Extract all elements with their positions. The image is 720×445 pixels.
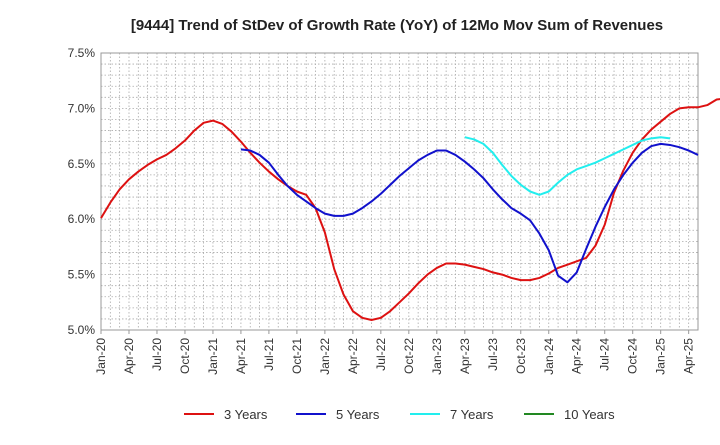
- series-line-7-years: [464, 136, 671, 196]
- x-tick-label: Jul-21: [262, 338, 276, 371]
- x-tick-label: Jan-24: [542, 338, 556, 375]
- x-tick-label: Jul-24: [598, 338, 612, 371]
- legend-item-3-years: 3 Years: [184, 407, 268, 422]
- x-tick-label: Apr-22: [346, 338, 360, 374]
- x-tick-label: Jan-22: [318, 338, 332, 375]
- legend-label: 3 Years: [224, 407, 268, 422]
- x-tick-label: Jan-21: [206, 338, 220, 375]
- x-tick-label: Jul-23: [486, 338, 500, 371]
- x-tick-label: Apr-24: [570, 338, 584, 374]
- y-tick-label: 5.5%: [68, 268, 96, 282]
- y-tick-label: 5.0%: [68, 323, 96, 337]
- x-tick-label: Oct-23: [514, 338, 528, 374]
- y-tick-label: 7.5%: [68, 46, 96, 60]
- legend-label: 5 Years: [336, 407, 380, 422]
- x-tick-label: Apr-23: [458, 338, 472, 374]
- x-tick-label: Oct-20: [178, 338, 192, 374]
- x-tick-label: Oct-22: [402, 338, 416, 374]
- x-tick-label: Oct-21: [290, 338, 304, 374]
- legend-item-7-years: 7 Years: [410, 407, 494, 422]
- series-line-3-years: [100, 98, 720, 322]
- chart-title: [9444] Trend of StDev of Growth Rate (Yo…: [131, 17, 663, 34]
- series-line-5-years: [240, 142, 699, 284]
- x-tick-label: Jul-20: [150, 338, 164, 371]
- plot-area: [100, 52, 699, 331]
- y-tick-label: 6.0%: [68, 212, 96, 226]
- x-axis: Jan-20 Apr-20 Jul-20 Oct-20 Jan-21 Apr-21 Jul-…: [94, 330, 696, 375]
- x-tick-label: Apr-21: [234, 338, 248, 374]
- y-tick-label: 7.0%: [68, 101, 96, 115]
- legend-label: 10 Years: [564, 407, 615, 422]
- series-lines: [100, 98, 720, 322]
- x-tick-label: Jan-25: [654, 338, 668, 375]
- legend-item-10-years: 10 Years: [524, 407, 615, 422]
- x-tick-label: Jan-23: [430, 338, 444, 375]
- y-tick-label: 6.5%: [68, 157, 96, 171]
- grid: [101, 53, 698, 330]
- x-tick-label: Apr-25: [682, 338, 696, 374]
- y-axis: 5.0% 5.5% 6.0% 6.5% 7.0% 7.5%: [68, 46, 96, 337]
- legend: 3 Years 5 Years 7 Years 10 Years: [184, 407, 615, 422]
- x-tick-label: Jul-22: [374, 338, 388, 371]
- x-tick-label: Apr-20: [122, 338, 136, 374]
- x-tick-label: Oct-24: [626, 338, 640, 374]
- legend-item-5-years: 5 Years: [296, 407, 380, 422]
- legend-label: 7 Years: [450, 407, 494, 422]
- x-tick-label: Jan-20: [94, 338, 108, 375]
